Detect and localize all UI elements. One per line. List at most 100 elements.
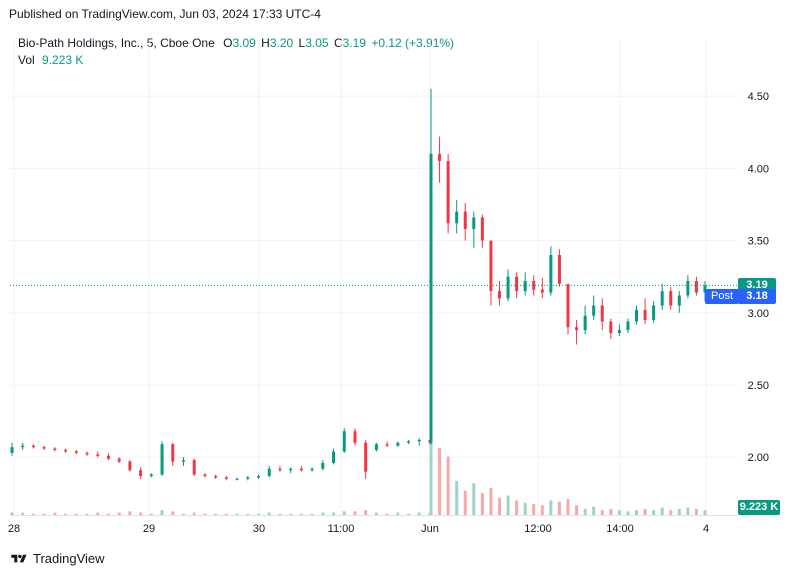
candle-body (117, 458, 121, 462)
last-price-label: 3.19 (738, 277, 776, 293)
low-label: L (298, 36, 306, 50)
candle-body (652, 305, 656, 320)
time-tick: 28 (8, 523, 20, 535)
volume-bar (669, 510, 673, 515)
candle-body (53, 448, 57, 450)
volume-bar (407, 513, 411, 515)
volume-bar (192, 512, 196, 515)
candle-body (515, 276, 519, 292)
volume-bar (463, 490, 467, 515)
candle-body (660, 291, 664, 306)
volume-bar (235, 513, 239, 515)
price-tick: 3.00 (748, 308, 769, 320)
volume-bar (677, 508, 681, 515)
grid-lines (10, 40, 738, 515)
volume-bar (10, 512, 14, 515)
volume-bar (472, 483, 476, 515)
candle-body (235, 478, 239, 480)
candle-body (532, 281, 536, 290)
volume-bar (438, 447, 442, 515)
volume-bar (364, 510, 368, 515)
volume-bar (385, 513, 389, 515)
tradingview-logo-icon (11, 554, 27, 562)
candle-body (203, 474, 207, 476)
price-tick: 2.50 (748, 380, 769, 392)
volume-bar (85, 513, 89, 515)
volume-bar (117, 512, 121, 515)
time-tick: 11:00 (328, 523, 355, 535)
candle-body (267, 468, 271, 476)
candle-body (299, 468, 303, 471)
volume-bar (489, 488, 493, 515)
candle-body (446, 161, 450, 224)
volume-bar (600, 510, 604, 515)
candle-body (643, 309, 647, 320)
time-tick: 12:00 (524, 523, 552, 535)
price-tick: 4.50 (748, 91, 769, 103)
volume-bar (694, 508, 698, 515)
volume-label: 9.223 K (738, 500, 780, 515)
volume-bar (498, 497, 501, 515)
candle-body (617, 330, 621, 333)
price-axis: 4.50 4.00 3.50 3.00 2.50 2.00 (748, 91, 769, 464)
candle-body (523, 281, 527, 292)
price-tick: 2.00 (748, 452, 769, 464)
time-axis: 28 29 30 11:00 Jun 12:00 14:00 4 (8, 523, 709, 535)
candle-body (498, 291, 501, 299)
volume-bar (617, 510, 621, 515)
candle-body (463, 211, 467, 229)
price-tick: 3.50 (748, 236, 769, 248)
candle-body (246, 477, 250, 479)
volume-bar (643, 508, 647, 515)
candle-body (472, 217, 476, 229)
candle-body (214, 476, 218, 478)
price-tick: 4.00 (748, 163, 769, 175)
volume-bar (246, 513, 250, 515)
candle-body (139, 470, 143, 476)
candle-body (455, 211, 459, 224)
volume-bar (532, 504, 536, 515)
volume-bar (203, 513, 207, 515)
candle-body (64, 450, 68, 452)
published-note: Published on TradingView.com, Jun 03, 20… (9, 7, 321, 21)
symbol-name: Bio-Path Holdings, Inc., 5, Cboe One (18, 36, 215, 50)
chart-legend: Bio-Path Holdings, Inc., 5, Cboe One O3.… (18, 35, 454, 69)
candle-body (96, 454, 100, 456)
candle-body (557, 255, 561, 284)
volume-bar (31, 513, 35, 515)
volume-bar (96, 512, 100, 515)
volume-bar (342, 511, 346, 515)
candle-body (342, 431, 346, 452)
time-tick: 29 (143, 523, 155, 535)
candle-body (600, 305, 604, 322)
candle-body (694, 281, 698, 293)
high-value: 3.20 (269, 36, 294, 50)
candle-body (489, 240, 493, 292)
open-label: O (223, 36, 233, 50)
close-value: 3.19 (342, 36, 366, 50)
volume-bar (139, 512, 143, 515)
time-tick: 30 (253, 523, 265, 535)
candle-body (171, 444, 175, 462)
volume-bar (278, 513, 282, 515)
volume-bar (396, 512, 400, 515)
volume-bar (353, 511, 357, 515)
candles (10, 88, 707, 481)
volume-bar (171, 511, 175, 515)
candle-body (540, 289, 544, 293)
vol-label: Vol (18, 53, 35, 67)
volume-bar (257, 513, 261, 515)
open-value: 3.09 (232, 36, 256, 50)
candle-body (506, 276, 510, 299)
post-price-label: 3.18 (738, 289, 776, 305)
volume-bar (74, 513, 78, 515)
volume-bar (64, 513, 68, 515)
candle-body (278, 468, 282, 471)
candle-body (21, 445, 25, 448)
candle-body (74, 451, 78, 453)
volume-bar (224, 513, 228, 515)
candle-body (310, 468, 314, 471)
candle-body (575, 327, 579, 331)
candle-body (85, 452, 89, 455)
